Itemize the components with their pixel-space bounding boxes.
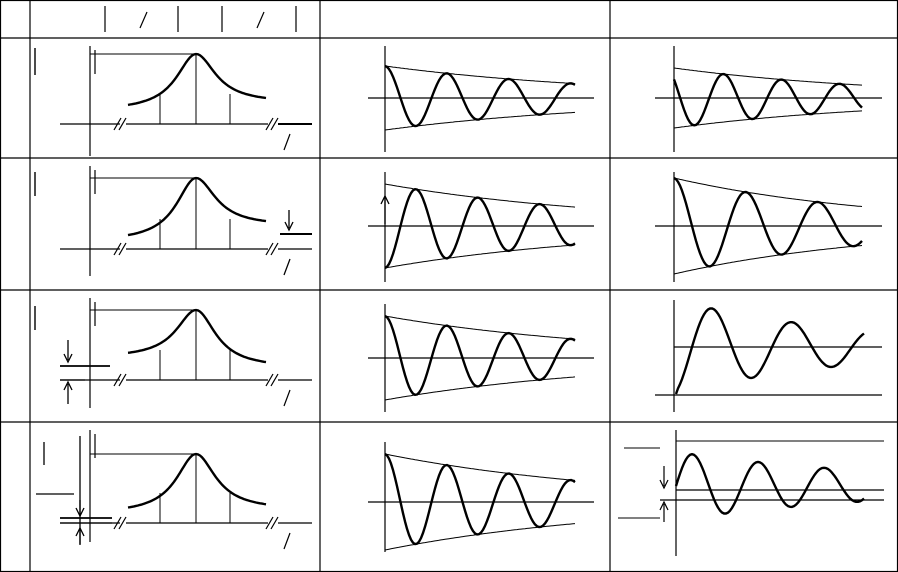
double-arrow-icon xyxy=(60,340,110,404)
response-a-row-2 xyxy=(368,172,594,282)
spectrum-curve xyxy=(127,452,267,509)
spectrum-row-1 xyxy=(60,46,312,156)
break-mark-icon xyxy=(270,117,279,131)
envelope-upper xyxy=(673,177,863,207)
oscillation-curve xyxy=(384,314,576,396)
response-b-panels xyxy=(618,46,884,556)
break-mark-icon xyxy=(270,373,279,387)
break-mark-icon xyxy=(118,373,127,387)
envelope-lower xyxy=(384,523,576,551)
oscillation-curve xyxy=(384,188,576,270)
down-arrow-icon xyxy=(284,210,294,232)
oscillation-curve xyxy=(672,72,863,127)
spectrum-row-2 xyxy=(60,166,312,276)
down-arrow-icon xyxy=(659,479,669,490)
up-arrow-icon xyxy=(380,194,390,205)
spectrum-row-3 xyxy=(60,298,312,408)
break-mark-icon xyxy=(270,516,279,530)
slash-mark xyxy=(283,389,291,407)
envelope-upper xyxy=(384,65,576,85)
oscillation-curve xyxy=(384,453,576,546)
spectrum-curve xyxy=(127,308,267,364)
break-mark-icon xyxy=(265,242,274,256)
response-b-row-3 xyxy=(655,300,882,412)
spectrum-row-4 xyxy=(60,430,312,550)
response-a-row-4 xyxy=(368,442,594,552)
break-mark-icon xyxy=(113,516,122,530)
envelope-upper xyxy=(384,315,576,340)
header-marks xyxy=(104,6,297,32)
spectrum-curve xyxy=(127,52,267,107)
envelope-lower xyxy=(673,245,863,275)
break-mark-icon xyxy=(113,242,122,256)
slash-mark xyxy=(283,133,291,151)
break-mark-icon xyxy=(118,117,127,131)
response-b-row-2 xyxy=(655,172,882,282)
break-mark-icon xyxy=(270,242,279,256)
envelope-upper xyxy=(673,67,863,86)
break-mark-icon xyxy=(265,373,274,387)
response-b-row-1 xyxy=(655,46,882,152)
response-a-row-3 xyxy=(368,304,594,412)
up-arrow-icon xyxy=(659,500,669,511)
break-mark-icon xyxy=(118,242,127,256)
envelope-lower xyxy=(673,110,863,129)
spectrum-panels xyxy=(60,46,312,550)
response-a-row-1 xyxy=(368,46,594,152)
break-mark-icon xyxy=(113,373,122,387)
envelope-upper xyxy=(384,183,576,208)
break-mark-icon xyxy=(265,516,274,530)
spectrum-annotations xyxy=(36,210,312,545)
envelope-lower xyxy=(384,244,576,269)
oscillation-curve xyxy=(384,64,576,128)
envelope-upper xyxy=(384,453,576,481)
slash-mark xyxy=(283,532,291,550)
break-mark-icon xyxy=(265,117,274,131)
oscillation-curve xyxy=(674,307,865,395)
response-b-row-4 xyxy=(618,430,884,556)
row-4-left-markers xyxy=(36,436,112,545)
break-mark-icon xyxy=(118,516,127,530)
oscillation-curve xyxy=(674,453,865,515)
envelope-lower xyxy=(384,376,576,401)
break-mark-icon xyxy=(113,117,122,131)
response-a-panels xyxy=(368,46,594,552)
row-2-slash-mark xyxy=(283,258,291,276)
oscillation-curve xyxy=(673,176,863,268)
spectrum-curve xyxy=(127,176,267,237)
envelope-lower xyxy=(384,111,576,131)
